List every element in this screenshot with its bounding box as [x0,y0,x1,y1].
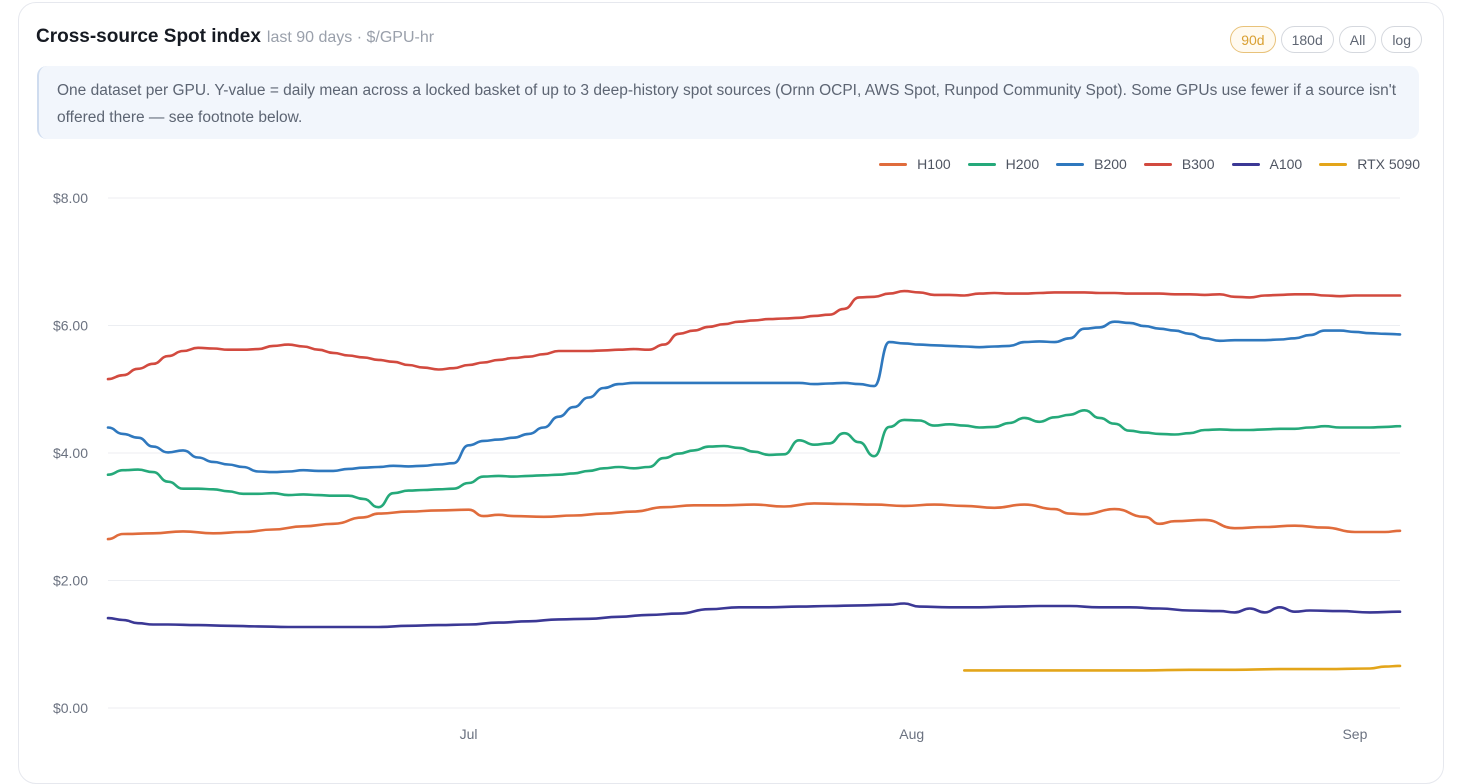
series-line-h200 [106,409,1402,509]
y-tick-label: $8.00 [53,190,88,206]
page-subtitle: last 90 days · $/GPU-hr [266,29,435,46]
legend-item-a100[interactable]: A100 [1231,156,1303,172]
range-selector: 90d 180d All log [1230,26,1422,53]
series-line-b300 [106,289,1402,381]
chart-legend: H100 H200 B200 B300 A100 RTX 5090 [879,156,1420,172]
y-tick-label: $6.00 [53,318,88,334]
header: Cross-source Spot index last 90 days · $… [36,26,434,52]
y-tick-label: $4.00 [53,445,88,461]
legend-swatch [1319,162,1348,166]
legend-swatch [1056,162,1085,166]
range-all-button[interactable]: All [1338,26,1377,53]
legend-label: B200 [1094,156,1127,172]
legend-item-h200[interactable]: H200 [967,156,1040,172]
legend-swatch [879,162,908,166]
range-90d-button[interactable]: 90d [1230,26,1276,53]
legend-label: RTX 5090 [1357,156,1420,172]
legend-item-b200[interactable]: B200 [1056,156,1127,172]
info-note: One dataset per GPU. Y-value = daily mea… [37,66,1419,139]
log-scale-toggle[interactable]: log [1381,26,1422,53]
legend-label: H100 [917,156,951,172]
x-tick-label: Jul [460,726,478,742]
x-tick-label: Sep [1342,726,1367,742]
series-line-h100 [106,502,1402,541]
series-line-b200 [106,320,1402,474]
legend-label: A100 [1269,156,1303,172]
y-tick-label: $2.00 [53,573,88,589]
series-line-rtx5090 [963,664,1402,672]
x-tick-label: Aug [899,726,924,742]
legend-item-h100[interactable]: H100 [879,156,951,172]
legend-item-rtx5090[interactable]: RTX 5090 [1319,156,1420,172]
legend-swatch [1231,162,1260,166]
legend-label: H200 [1005,156,1040,172]
legend-item-b300[interactable]: B300 [1143,156,1215,172]
legend-swatch [967,162,996,166]
line-chart: $0.00 $2.00 $4.00 $6.00 $8.00 Jul Aug Sep [53,190,1402,742]
series-line-a100 [106,602,1402,629]
legend-swatch [1143,162,1172,166]
y-tick-label: $0.00 [53,700,88,716]
legend-label: B300 [1181,156,1215,172]
range-180d-button[interactable]: 180d [1280,26,1334,53]
page-title: Cross-source Spot index [36,26,261,47]
